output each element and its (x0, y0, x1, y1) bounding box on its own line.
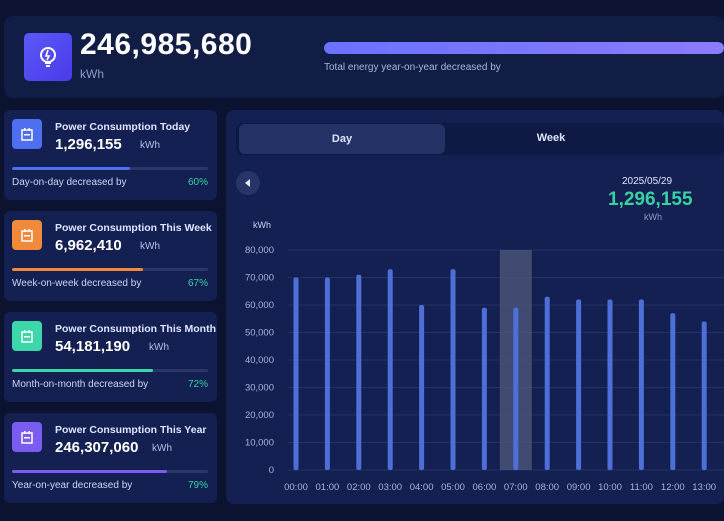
tab-week[interactable]: Week (536, 132, 566, 144)
x-tick-label: 06:00 (473, 482, 497, 493)
consumption-card: Power Consumption This Year 246,307,060 kW… (4, 413, 217, 503)
card-percent: 67% (187, 278, 208, 289)
card-progress-bar (12, 167, 208, 170)
chart-bar (576, 299, 582, 470)
card-comparison-label: Year-on-year decreased by (12, 480, 133, 491)
total-energy-progress-fill (324, 42, 724, 54)
card-title: Power Consumption This Month (55, 323, 216, 335)
period-tabs: Day Week (236, 123, 724, 155)
total-energy-progress-label: Total energy year-on-year decreased by (324, 62, 501, 73)
card-unit: kWh (140, 140, 160, 151)
y-tick-label: 40,000 (245, 355, 274, 366)
calendar-icon (12, 422, 42, 452)
card-value: 54,181,190 (55, 338, 131, 355)
chart-bar (544, 296, 550, 470)
chart-bar (638, 299, 644, 470)
y-tick-label: 10,000 (245, 438, 274, 449)
chart-bar (356, 274, 362, 470)
x-tick-label: 08:00 (535, 482, 559, 493)
consumption-card: Power Consumption Today 1,296,155 kWh Day-o… (4, 110, 217, 200)
card-progress-fill (12, 369, 154, 372)
card-comparison-label: Week-on-week decreased by (12, 278, 142, 289)
y-tick-label: 0 (269, 465, 274, 476)
card-progress-fill (12, 167, 130, 170)
lightbulb-icon (24, 33, 72, 81)
x-tick-label: 10:00 (598, 482, 622, 493)
consumption-card: Power Consumption This Week 6,962,410 kWh W… (4, 211, 217, 301)
card-value: 246,307,060 (55, 439, 139, 456)
chart-bar (670, 313, 676, 470)
card-value: 6,962,410 (55, 237, 122, 254)
card-percent: 72% (187, 379, 208, 390)
caret-left-icon (245, 179, 250, 187)
card-progress-fill (12, 470, 167, 473)
chart-bar (701, 321, 707, 470)
card-progress-bar (12, 268, 208, 271)
chart-bar (324, 277, 330, 470)
x-tick-label: 12:00 (661, 482, 685, 493)
total-summary-panel: 246,985,680 kWh Total energy year-on-yea… (4, 16, 724, 98)
x-tick-label: 11:00 (630, 482, 653, 493)
card-comparison-label: Month-on-month decreased by (12, 379, 149, 390)
card-percent: 79% (187, 480, 208, 491)
x-tick-label: 13:00 (692, 482, 716, 493)
chart-bar (387, 269, 393, 470)
chart-bar (293, 277, 299, 470)
chart-bar (513, 307, 519, 470)
total-energy-unit: kWh (80, 67, 104, 81)
y-tick-label: 70,000 (245, 273, 274, 284)
y-axis-label: kWh (253, 220, 271, 230)
y-tick-label: 60,000 (245, 300, 274, 311)
card-unit: kWh (152, 443, 172, 454)
card-title: Power Consumption Today (55, 121, 191, 133)
chart-bar (481, 307, 487, 470)
calendar-icon (12, 220, 42, 250)
card-percent: 60% (187, 177, 208, 188)
consumption-card: Power Consumption This Month 54,181,190 kW… (4, 312, 217, 402)
calendar-icon (12, 119, 42, 149)
total-energy-progress-bar (324, 42, 724, 54)
total-energy-value: 246,985,680 (80, 28, 253, 61)
card-unit: kWh (140, 241, 160, 252)
tab-day[interactable]: Day (239, 124, 445, 154)
calendar-icon (12, 321, 42, 351)
previous-button[interactable] (236, 171, 260, 195)
x-tick-label: 09:00 (567, 482, 591, 493)
hourly-consumption-bar-chart: 0 10,000 20,000 30,000 40,000 50,000 60,000 70,… (245, 245, 724, 493)
x-tick-label: 04:00 (410, 482, 434, 493)
card-progress-bar (12, 369, 208, 372)
card-comparison-label: Day-on-day decreased by (12, 177, 127, 188)
x-tick-label: 01:00 (316, 482, 340, 493)
card-title: Power Consumption This Year (55, 424, 207, 436)
selected-date: 2025/05/29 (622, 176, 673, 187)
card-unit: kWh (149, 342, 169, 353)
x-tick-label: 07:00 (504, 482, 528, 493)
card-value: 1,296,155 (55, 136, 122, 153)
selected-unit: kWh (644, 212, 662, 222)
card-title: Power Consumption This Week (55, 222, 212, 234)
card-progress-fill (12, 268, 144, 271)
chart-bar (450, 269, 456, 470)
selected-value: 1,296,155 (608, 189, 693, 210)
y-tick-label: 30,000 (245, 383, 274, 394)
y-tick-label: 50,000 (245, 328, 274, 339)
chart-bar (607, 299, 613, 470)
card-progress-bar (12, 470, 208, 473)
x-tick-label: 00:00 (284, 482, 308, 493)
x-tick-label: 02:00 (347, 482, 371, 493)
chart-bar (419, 305, 425, 470)
y-tick-label: 20,000 (245, 410, 274, 421)
x-tick-label: 05:00 (441, 482, 465, 493)
y-tick-label: 80,000 (245, 245, 274, 256)
x-tick-label: 03:00 (378, 482, 402, 493)
